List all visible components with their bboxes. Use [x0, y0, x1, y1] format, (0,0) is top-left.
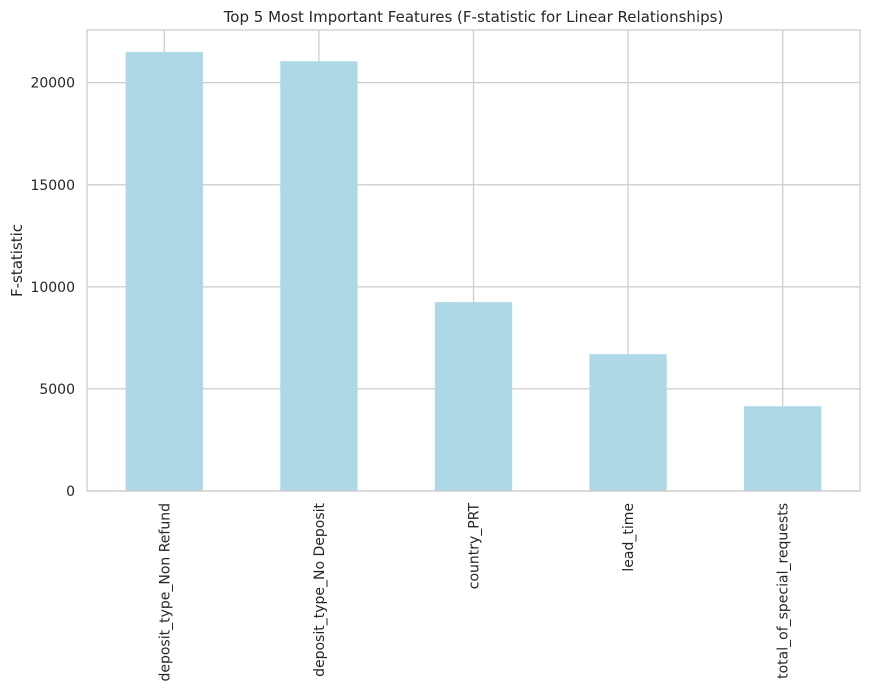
x-tick-label: country_PRT — [467, 503, 483, 590]
y-tick-label: 20000 — [30, 76, 75, 92]
y-axis-label: F-statistic — [8, 224, 26, 297]
bar-total-of-special-requests — [744, 406, 822, 491]
x-tick-label: deposit_type_No Deposit — [312, 502, 328, 676]
y-tick-label: 15000 — [30, 178, 75, 194]
plot-frame — [86, 29, 861, 492]
x-tick-label: lead_time — [621, 503, 637, 572]
y-tick-label: 5000 — [39, 382, 75, 398]
bar-country-prt — [434, 302, 513, 491]
x-tick-label: deposit_type_Non Refund — [157, 503, 173, 682]
y-tick-label: 0 — [66, 484, 75, 500]
x-tick-label: total_of_special_requests — [776, 503, 792, 679]
bar-deposit-type-non-refund — [125, 52, 203, 492]
bars — [125, 52, 822, 492]
chart-title: Top 5 Most Important Features (F-statist… — [223, 8, 724, 26]
bar-lead-time — [589, 354, 667, 491]
bar-deposit-type-no-deposit — [280, 61, 358, 491]
y-tick-labels: 0 5000 10000 15000 20000 — [30, 76, 75, 500]
x-tick-labels: deposit_type_Non Refund deposit_type_No D… — [157, 502, 791, 681]
y-tick-label: 10000 — [30, 280, 75, 296]
